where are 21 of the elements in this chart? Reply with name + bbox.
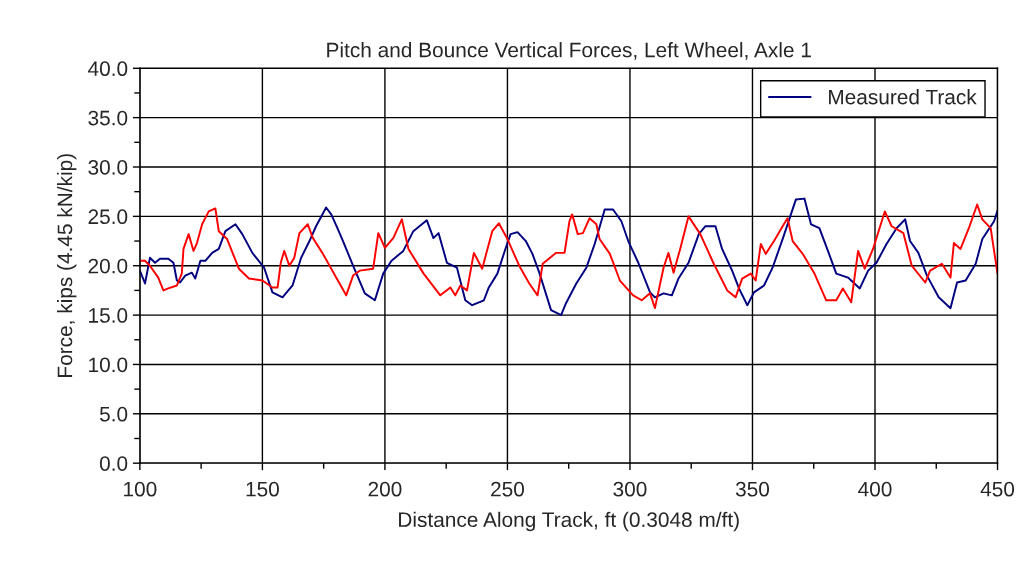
x-tick-label: 100 [124,481,157,497]
chart-title: Pitch and Bounce Vertical Forces, Left Wheel, Axle 1 [327,42,811,60]
y-tick-label: 25.0 [88,209,128,225]
legend-label: Measured Track [829,89,977,105]
x-tick-label: 300 [613,481,647,497]
x-tick-label: 150 [246,481,279,497]
x-tick-label: 400 [858,481,892,497]
x-axis-title: Distance Along Track, ft (0.3048 m/ft) [399,511,739,532]
y-tick-label: 15.0 [89,308,128,323]
x-tick-label: 350 [735,481,770,497]
y-tick-label: 20.0 [88,258,128,274]
y-tick-label: 5.0 [99,406,128,422]
y-tick-label: 10.0 [89,357,128,373]
x-tick-label: 200 [368,481,402,497]
x-tick-label: 250 [491,481,524,497]
y-tick-label: 40.0 [88,61,128,77]
x-tick-label: 450 [980,481,1015,497]
y-tick-label: 35.0 [88,110,128,126]
y-tick-label: 30.0 [88,160,128,175]
y-tick-label: 0.0 [99,456,128,471]
y-axis-title: Force, kips (4.45 kN/kip) [57,154,77,377]
